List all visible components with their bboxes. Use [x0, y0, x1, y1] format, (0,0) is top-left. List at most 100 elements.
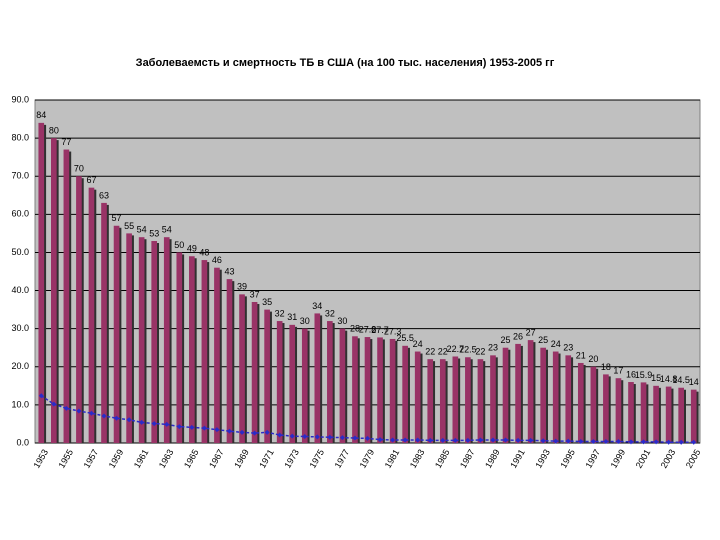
line-marker: [314, 434, 320, 440]
bar: [389, 338, 396, 443]
data-label: 17: [613, 366, 623, 376]
data-label: 25: [538, 335, 548, 345]
line-marker: [264, 429, 270, 435]
bar: [678, 387, 685, 443]
line-marker: [151, 421, 157, 427]
y-tick-label: 20.0: [11, 361, 29, 371]
data-label: 14: [689, 377, 699, 387]
line-marker: [477, 437, 483, 443]
data-label: 14.8: [660, 374, 678, 384]
line-marker: [553, 438, 559, 444]
data-label: 24: [551, 339, 561, 349]
bar: [465, 357, 471, 443]
data-label: 84: [36, 110, 46, 120]
data-label: 20: [588, 354, 598, 364]
y-tick-label: 0.0: [16, 437, 29, 447]
line-marker: [51, 401, 57, 407]
y-tick-label: 30.0: [11, 323, 29, 333]
bar: [189, 256, 195, 443]
line-marker: [239, 429, 245, 435]
line-marker: [565, 438, 571, 444]
data-label: 32: [325, 308, 335, 318]
line-marker: [390, 437, 396, 443]
bar: [264, 309, 270, 443]
line-marker: [63, 405, 69, 411]
bar: [113, 225, 120, 443]
line-marker: [176, 424, 182, 430]
bar: [653, 385, 659, 443]
x-tick-label: 1971: [257, 448, 276, 470]
line-marker: [88, 410, 94, 416]
data-label: 25: [501, 335, 511, 345]
line-marker: [327, 434, 333, 440]
y-tick-label: 80.0: [11, 132, 29, 142]
data-label: 48: [199, 247, 209, 257]
data-label: 27.7: [371, 325, 389, 335]
line-marker: [653, 439, 659, 445]
data-label: 26: [513, 331, 523, 341]
data-label: 30: [337, 316, 347, 326]
line-marker: [465, 437, 471, 443]
x-tick-label: 2005: [684, 448, 703, 470]
bar: [615, 378, 622, 443]
data-label: 53: [149, 228, 159, 238]
x-tick-label: 1959: [107, 448, 126, 470]
data-label: 46: [212, 255, 222, 265]
data-label: 70: [74, 164, 84, 174]
data-label: 27.3: [384, 326, 402, 336]
line-marker: [76, 408, 82, 414]
bar: [690, 389, 697, 443]
x-tick-label: 1961: [132, 448, 151, 470]
data-label: 23: [488, 343, 498, 353]
bar: [176, 252, 183, 443]
line-marker: [365, 435, 370, 441]
bar: [226, 279, 233, 443]
x-tick-label: 1965: [182, 448, 201, 470]
line-marker: [226, 428, 232, 434]
data-label: 22.7: [447, 344, 465, 354]
bar: [151, 241, 158, 443]
bar: [251, 301, 258, 443]
data-label: 67: [86, 175, 96, 185]
data-label: 50: [174, 240, 184, 250]
data-label: 28: [350, 324, 360, 334]
x-tick-label: 1993: [533, 448, 552, 470]
line-marker: [590, 438, 596, 444]
bar: [276, 321, 283, 443]
line-marker: [139, 419, 145, 425]
data-label: 24: [413, 339, 423, 349]
data-label: 39: [237, 282, 247, 292]
bar: [201, 260, 208, 443]
bar: [577, 362, 584, 443]
bar: [377, 337, 383, 443]
line-marker: [603, 438, 609, 444]
bar: [640, 382, 647, 443]
line-marker: [503, 437, 509, 443]
x-tick-label: 2001: [634, 448, 653, 470]
line-marker: [302, 434, 308, 440]
bar: [339, 328, 346, 443]
x-tick-label: 1953: [31, 448, 50, 470]
bar: [126, 233, 132, 443]
x-tick-label: 1985: [433, 448, 452, 470]
chart-title: Заболеваемсть и смертность ТБ в США (на …: [136, 57, 555, 69]
line-marker: [440, 437, 446, 443]
bar: [364, 337, 371, 443]
bar: [502, 347, 509, 443]
bar: [527, 340, 534, 443]
x-tick-label: 2003: [659, 448, 678, 470]
x-tick-label: 1997: [583, 448, 602, 470]
bar: [628, 382, 634, 443]
line-marker: [615, 438, 621, 444]
data-label: 34: [312, 301, 322, 311]
bar: [565, 355, 572, 443]
bar: [590, 366, 597, 443]
x-tick-label: 1967: [207, 448, 226, 470]
bar: [515, 343, 521, 443]
bar: [88, 187, 95, 443]
data-label: 18: [601, 362, 611, 372]
data-label: 22: [425, 347, 435, 357]
y-tick-label: 60.0: [11, 209, 29, 219]
bar: [76, 176, 82, 443]
